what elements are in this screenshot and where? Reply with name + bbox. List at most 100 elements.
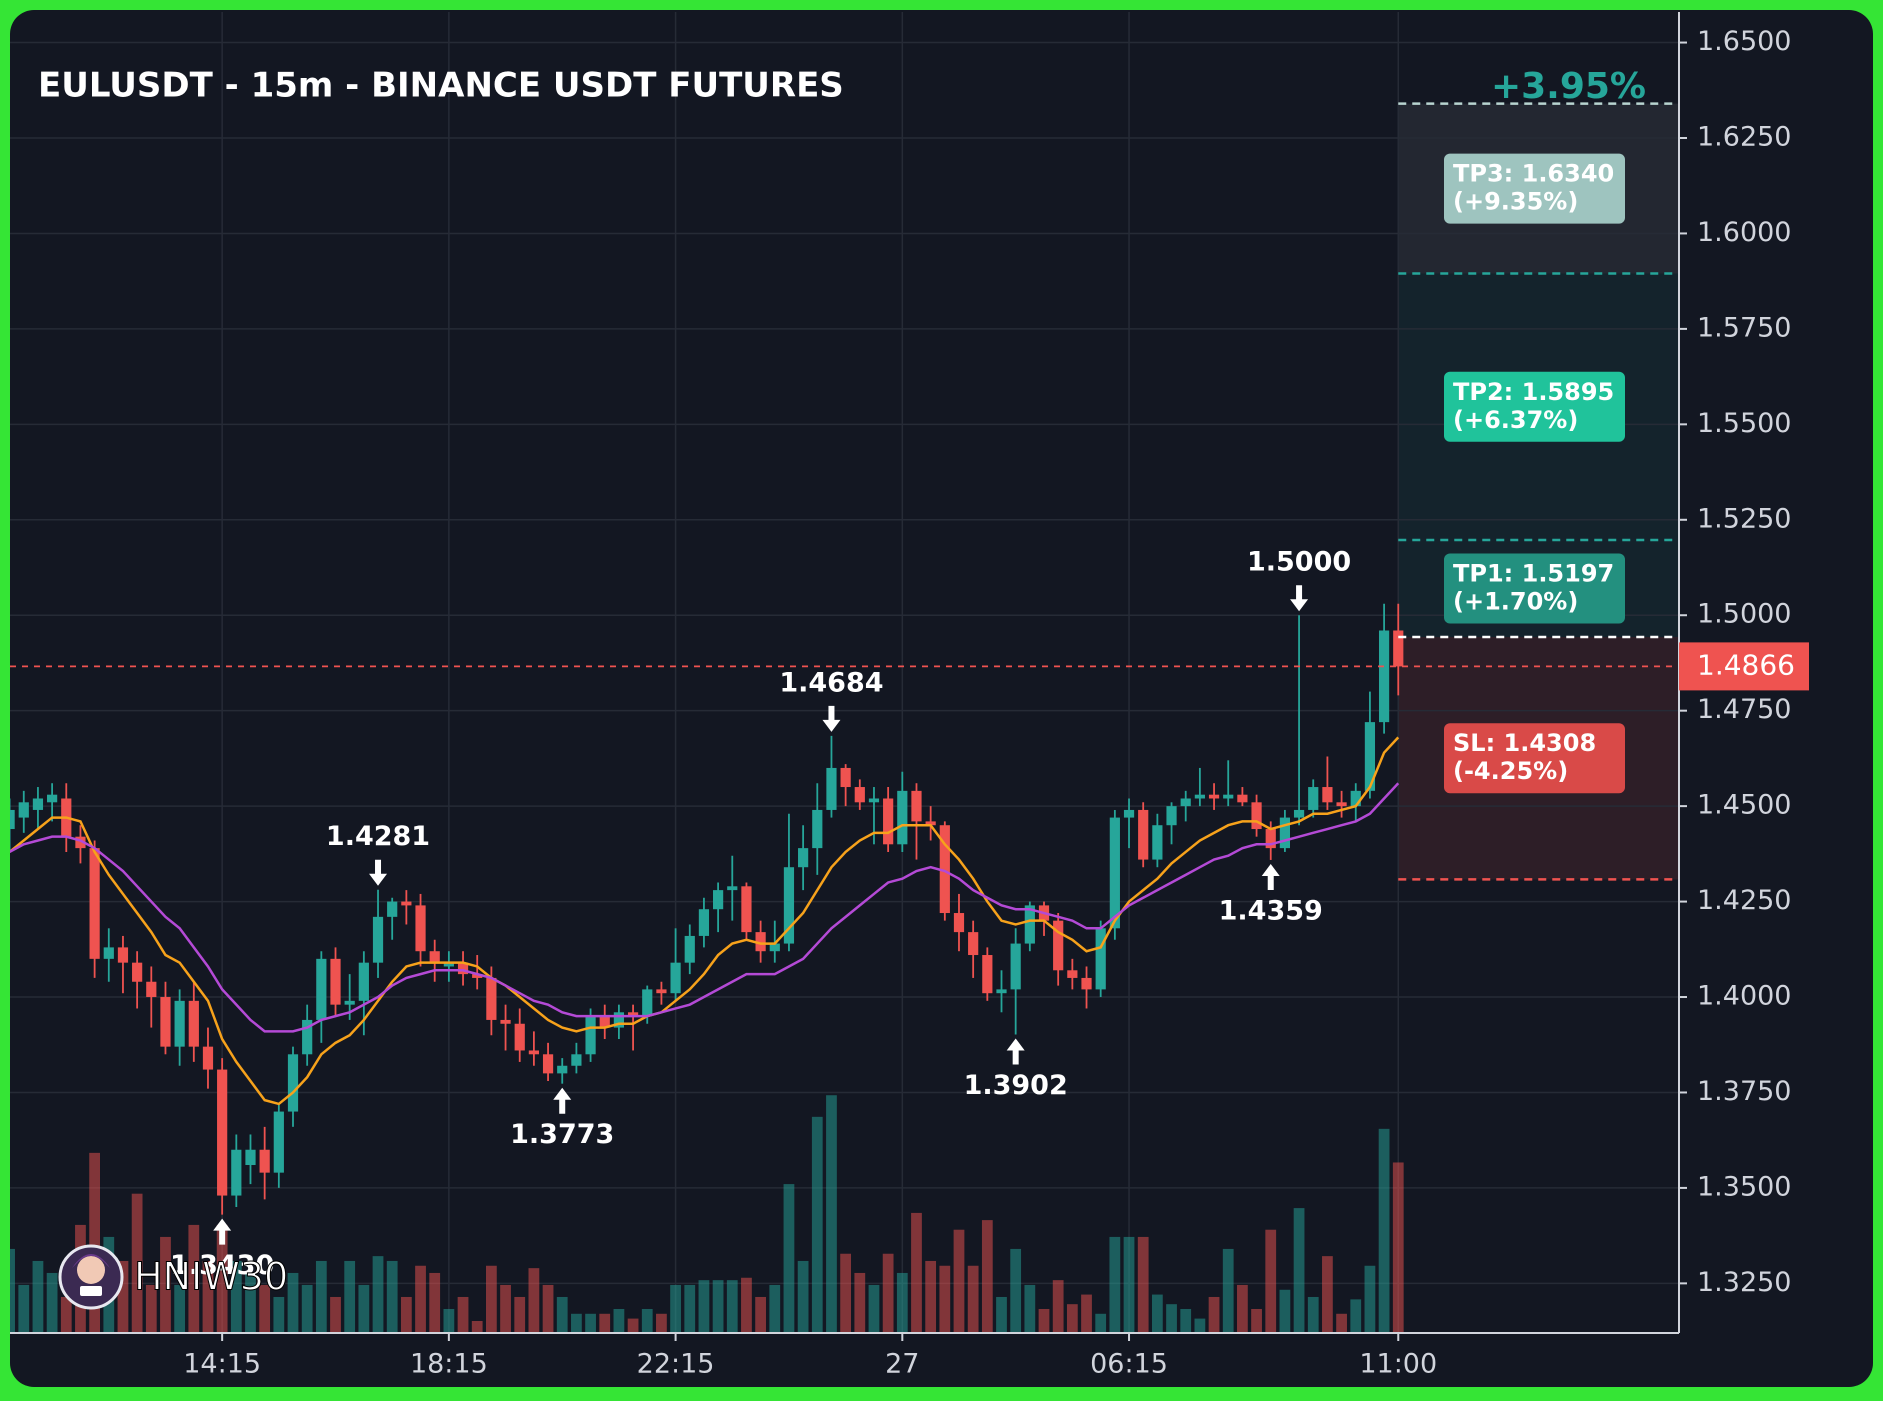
- volume-bar: [1095, 1313, 1107, 1333]
- candle-body: [1180, 798, 1191, 807]
- volume-bar: [656, 1313, 667, 1333]
- annotation-label: 1.4684: [779, 667, 883, 698]
- y-tick-label: 1.3250: [1697, 1267, 1791, 1298]
- volume-bar: [216, 1224, 228, 1333]
- volume-bar: [230, 1260, 242, 1333]
- candle-body: [1251, 802, 1262, 830]
- annotation-label: 1.3773: [510, 1119, 614, 1150]
- avatar: [58, 1244, 124, 1310]
- annotation-label: 1.5000: [1247, 547, 1351, 578]
- volume-bar: [925, 1260, 937, 1333]
- candle-body: [47, 794, 58, 803]
- annotation-label: 1.4359: [1219, 895, 1323, 926]
- volume-bar: [344, 1260, 356, 1333]
- volume-bar: [18, 1284, 30, 1333]
- volume-bar: [358, 1284, 370, 1333]
- level-pct: (+1.70%): [1453, 588, 1578, 616]
- volume-bar: [981, 1220, 993, 1333]
- x-tick-label: 22:15: [637, 1349, 715, 1380]
- volume-bar: [641, 1308, 653, 1333]
- candle-body: [500, 1019, 511, 1024]
- volume-bar: [1109, 1236, 1121, 1333]
- volume-bar: [1279, 1289, 1291, 1333]
- x-tick-label: 18:15: [410, 1349, 488, 1380]
- volume-bar: [514, 1296, 526, 1333]
- volume-bar: [1208, 1296, 1220, 1333]
- candle-body: [571, 1054, 582, 1066]
- volume-bar: [301, 1284, 313, 1333]
- candle-body: [10, 809, 15, 830]
- x-tick-label: 14:15: [183, 1349, 261, 1380]
- y-tick-label: 1.6500: [1697, 26, 1791, 57]
- volume-bar: [1293, 1208, 1305, 1333]
- candle-body: [344, 1000, 355, 1005]
- volume-bar: [315, 1260, 327, 1333]
- candle-body: [245, 1149, 256, 1166]
- candle-body: [1364, 722, 1376, 791]
- avatar-face: [77, 1256, 105, 1284]
- volume-bar: [1378, 1128, 1390, 1333]
- candle-body: [1166, 806, 1177, 826]
- candle-body: [1350, 790, 1361, 807]
- y-tick-label: 1.6250: [1697, 121, 1791, 152]
- volume-bar: [1180, 1308, 1192, 1333]
- volume-bar: [485, 1265, 497, 1333]
- candle-body: [826, 767, 837, 810]
- volume-bar: [939, 1265, 951, 1333]
- candle-body: [316, 958, 327, 1020]
- candle-body: [18, 802, 29, 818]
- annotation-arrow: [213, 1218, 232, 1245]
- volume-bar: [160, 1236, 171, 1333]
- ma-line: [10, 736, 1400, 1106]
- level-pct: (+9.35%): [1453, 188, 1578, 216]
- candle-body: [259, 1149, 270, 1173]
- axes: 1.3250 1.3500 1.3750 1.4000 1.4250 1.4500 1.47…: [10, 12, 1809, 1380]
- candle-body: [1279, 817, 1291, 849]
- candle-body: [330, 958, 341, 1005]
- panel: [10, 10, 1873, 1387]
- volume-bar: [1251, 1308, 1262, 1333]
- candle-body: [996, 989, 1007, 994]
- volume-bar: [797, 1260, 809, 1333]
- candle-body: [1081, 977, 1092, 990]
- volume-bar: [996, 1296, 1007, 1333]
- volume-bar: [613, 1308, 625, 1333]
- candle-body: [925, 821, 936, 826]
- candle-body: [812, 809, 823, 849]
- volume-bar: [826, 1095, 837, 1333]
- candle-body: [1024, 905, 1035, 944]
- y-tick-label: 1.4000: [1697, 981, 1791, 1012]
- volume-bar: [684, 1284, 696, 1333]
- annotation-label: 1.3902: [964, 1070, 1068, 1101]
- volume-bar: [245, 1272, 256, 1333]
- volume-bar: [712, 1280, 724, 1333]
- watermark: HNIW30: [134, 1255, 288, 1299]
- candle-body: [387, 901, 398, 917]
- candle-body: [599, 1016, 610, 1028]
- candle-body: [656, 989, 667, 994]
- volume-bar: [528, 1268, 540, 1333]
- candle-body: [1123, 809, 1135, 818]
- level-label: TP1: 1.5197: [1453, 560, 1614, 588]
- level-label: SL: 1.4308: [1453, 729, 1596, 757]
- annotations: 1.3430 1.4281 1.3773 1.4684 1.3902 1.4359 1.50…: [170, 547, 1351, 1281]
- volume-bar: [500, 1284, 511, 1333]
- candle-body: [32, 798, 44, 810]
- annotation-arrow: [1290, 585, 1309, 612]
- candle-body: [1308, 787, 1319, 810]
- candle-body: [953, 913, 965, 933]
- volume-bar: [429, 1272, 441, 1333]
- candle-body: [117, 947, 129, 963]
- y-tick-label: 1.5500: [1697, 408, 1791, 439]
- volume-bar: [188, 1224, 200, 1333]
- candle-body: [755, 932, 766, 952]
- candle-body: [712, 890, 724, 910]
- volume-bar: [400, 1296, 412, 1333]
- candle-body: [358, 962, 369, 1001]
- x-tick-label: 11:00: [1359, 1349, 1437, 1380]
- volume-bar: [1392, 1162, 1404, 1333]
- candle-body: [415, 905, 426, 952]
- volume-bar: [287, 1272, 299, 1333]
- candle-body: [103, 947, 114, 959]
